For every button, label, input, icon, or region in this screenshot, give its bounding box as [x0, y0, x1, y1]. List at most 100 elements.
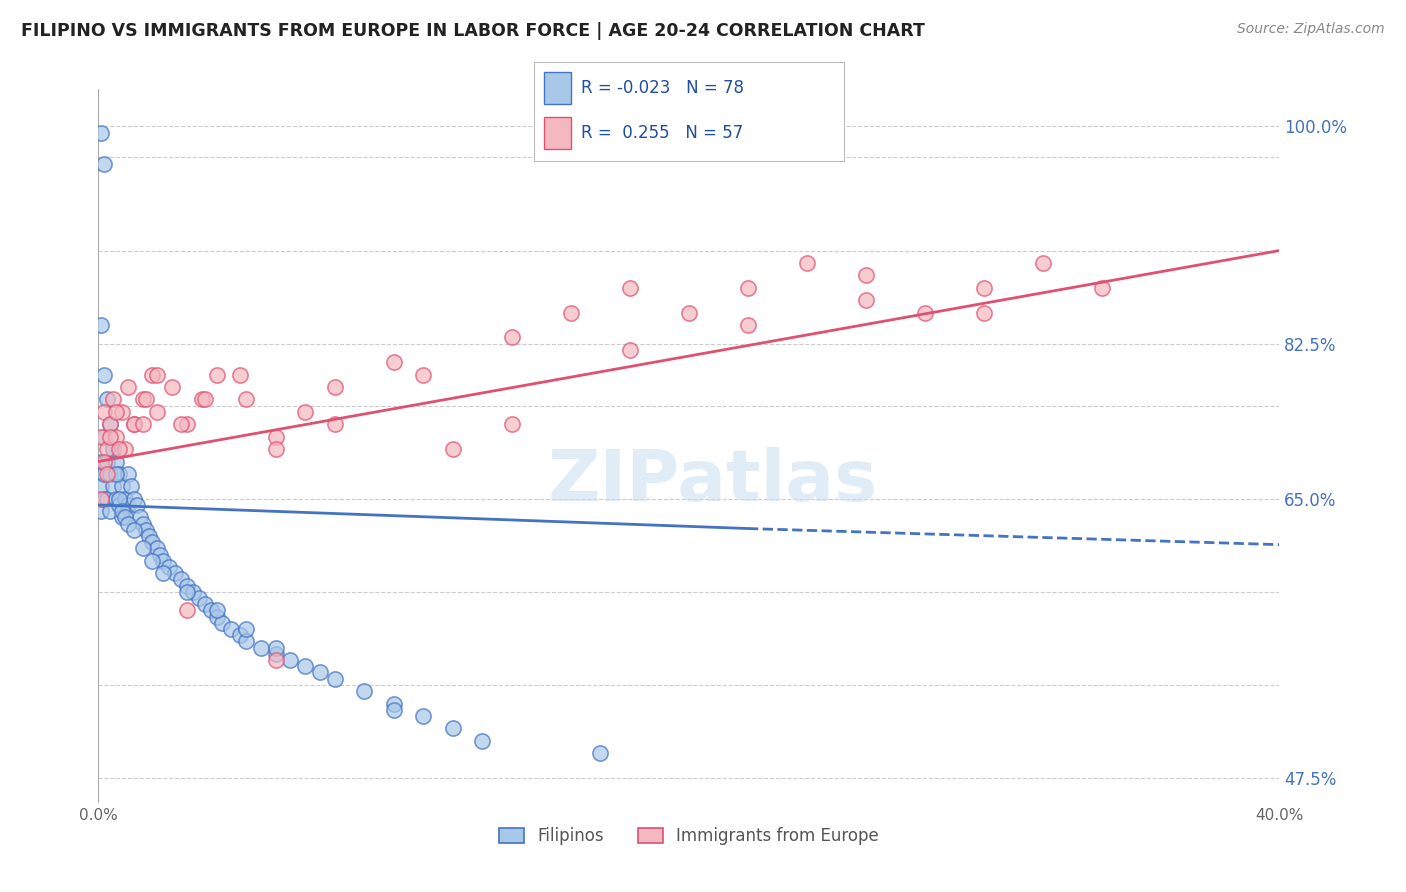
Point	[619, 846, 641, 860]
Point	[117, 467, 139, 481]
Point	[90, 126, 112, 140]
Point	[90, 491, 112, 506]
Point	[93, 430, 115, 444]
Point	[170, 573, 193, 587]
Point	[200, 603, 222, 617]
Point	[108, 442, 131, 456]
Point	[294, 659, 316, 673]
Point	[108, 498, 131, 512]
Point	[221, 622, 243, 636]
Point	[105, 430, 128, 444]
Point	[90, 479, 112, 493]
Point	[181, 584, 204, 599]
Text: R = -0.023   N = 78: R = -0.023 N = 78	[581, 79, 744, 97]
Text: R =  0.255   N = 57: R = 0.255 N = 57	[581, 124, 742, 142]
Point	[93, 405, 115, 419]
Point	[205, 609, 228, 624]
Point	[264, 653, 287, 667]
Point	[973, 281, 995, 295]
Point	[96, 392, 118, 407]
Point	[176, 579, 198, 593]
Point	[973, 305, 995, 319]
Point	[855, 268, 877, 283]
Point	[93, 467, 115, 481]
Point	[98, 467, 121, 481]
Point	[132, 516, 155, 531]
Point	[98, 417, 121, 432]
Point	[323, 672, 346, 686]
Legend: Filipinos, Immigrants from Europe: Filipinos, Immigrants from Europe	[492, 821, 886, 852]
Bar	[544, 72, 571, 103]
Point	[105, 467, 128, 481]
Point	[146, 405, 169, 419]
Point	[162, 380, 183, 394]
Point	[176, 603, 198, 617]
Point	[914, 305, 936, 319]
Point	[264, 430, 287, 444]
Point	[235, 634, 257, 648]
Point	[619, 343, 641, 357]
Point	[114, 491, 136, 506]
Point	[152, 554, 174, 568]
Point	[152, 566, 174, 581]
Point	[146, 541, 169, 556]
Point	[122, 417, 145, 432]
Point	[141, 368, 163, 382]
Point	[128, 510, 150, 524]
Point	[93, 368, 115, 382]
Point	[111, 510, 134, 524]
Point	[149, 548, 172, 562]
Point	[235, 392, 257, 407]
Point	[235, 622, 257, 636]
Point	[1032, 256, 1054, 270]
Text: ZIPatlas: ZIPatlas	[547, 447, 877, 516]
Point	[117, 498, 139, 512]
Point	[114, 510, 136, 524]
Point	[187, 591, 209, 605]
Point	[132, 392, 155, 407]
Point	[105, 491, 128, 506]
Point	[412, 709, 434, 723]
Point	[135, 392, 157, 407]
Point	[589, 746, 612, 760]
Bar	[544, 118, 571, 149]
Point	[501, 417, 523, 432]
Point	[796, 256, 818, 270]
Point	[205, 368, 228, 382]
Point	[309, 665, 332, 680]
Point	[176, 584, 198, 599]
Point	[108, 467, 131, 481]
Point	[146, 368, 169, 382]
Point	[103, 392, 125, 407]
Point	[132, 541, 155, 556]
Point	[103, 479, 125, 493]
Point	[1091, 281, 1114, 295]
Point	[441, 442, 464, 456]
Point	[382, 697, 405, 711]
Point	[98, 417, 121, 432]
Point	[117, 516, 139, 531]
Point	[96, 442, 118, 456]
Point	[105, 405, 128, 419]
Point	[90, 318, 112, 332]
Point	[135, 523, 157, 537]
Point	[619, 281, 641, 295]
Point	[98, 504, 121, 518]
Point	[93, 454, 115, 468]
Point	[501, 330, 523, 344]
Point	[194, 597, 217, 611]
Point	[294, 405, 316, 419]
Text: Source: ZipAtlas.com: Source: ZipAtlas.com	[1237, 22, 1385, 37]
Point	[229, 628, 252, 642]
Point	[93, 491, 115, 506]
Text: FILIPINO VS IMMIGRANTS FROM EUROPE IN LABOR FORCE | AGE 20-24 CORRELATION CHART: FILIPINO VS IMMIGRANTS FROM EUROPE IN LA…	[21, 22, 925, 40]
Point	[141, 535, 163, 549]
Point	[170, 417, 193, 432]
Point	[264, 647, 287, 661]
Point	[108, 491, 131, 506]
Point	[353, 684, 375, 698]
Point	[323, 380, 346, 394]
Point	[98, 430, 121, 444]
Point	[229, 368, 252, 382]
Point	[205, 603, 228, 617]
